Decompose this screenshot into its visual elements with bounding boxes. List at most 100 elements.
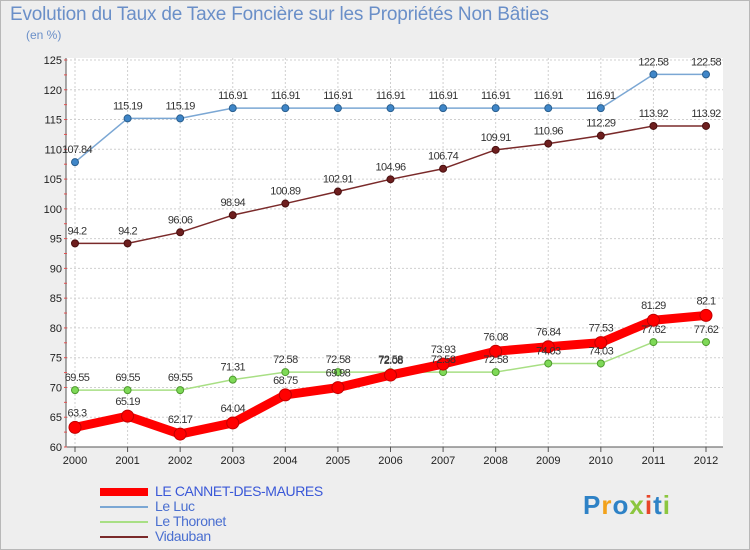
data-point-le-luc bbox=[649, 70, 658, 79]
data-label-le-luc: 115.19 bbox=[113, 100, 143, 112]
legend-swatch bbox=[100, 536, 148, 538]
data-point-vidauban bbox=[386, 175, 395, 184]
data-label-le-luc: 122.58 bbox=[638, 56, 669, 68]
chart-unit-label: (en %) bbox=[26, 28, 62, 42]
y-tick-label: 70 bbox=[50, 382, 62, 394]
data-label-le-thoronet: 74.03 bbox=[589, 345, 614, 357]
data-point-le-thoronet bbox=[702, 338, 710, 347]
legend-label: Vidauban bbox=[155, 528, 211, 544]
data-label-vidauban: 98.94 bbox=[220, 197, 245, 209]
data-label-le-luc: 107.84 bbox=[62, 144, 93, 156]
data-point-le-cannet-des-maures bbox=[541, 340, 555, 354]
data-label-le-cannet-des-maures: 62.17 bbox=[168, 414, 193, 426]
x-tick-label: 2011 bbox=[642, 455, 666, 467]
logo-letter: i bbox=[644, 490, 654, 520]
y-tick-label: 110 bbox=[44, 144, 62, 156]
data-point-le-luc bbox=[228, 104, 237, 113]
data-label-le-cannet-des-maures: 69.98 bbox=[326, 368, 351, 380]
data-label-le-luc: 115.19 bbox=[166, 100, 196, 112]
data-label-vidauban: 100.89 bbox=[270, 186, 301, 198]
x-tick-label: 2002 bbox=[168, 455, 192, 467]
logo-letter: r bbox=[601, 490, 613, 520]
data-point-le-thoronet bbox=[491, 368, 500, 377]
data-point-le-cannet-des-maures bbox=[489, 344, 503, 358]
data-point-vidauban bbox=[228, 211, 237, 220]
data-label-le-thoronet: 69.55 bbox=[65, 372, 90, 384]
data-label-le-thoronet: 71.31 bbox=[220, 362, 245, 374]
data-point-vidauban bbox=[491, 145, 500, 154]
data-label-le-thoronet: 72.58 bbox=[326, 354, 351, 366]
x-tick-label: 2000 bbox=[63, 455, 87, 467]
data-label-le-thoronet: 72.58 bbox=[431, 354, 456, 366]
data-point-vidauban bbox=[71, 239, 79, 248]
y-tick-label: 100 bbox=[44, 204, 62, 216]
data-label-le-thoronet: 72.58 bbox=[378, 354, 403, 366]
legend-swatch bbox=[100, 521, 148, 523]
data-label-le-thoronet: 69.55 bbox=[115, 372, 140, 384]
data-point-le-thoronet bbox=[649, 338, 658, 347]
data-point-le-luc bbox=[491, 104, 500, 113]
x-tick-label: 2001 bbox=[115, 455, 139, 467]
data-label-le-thoronet: 77.62 bbox=[694, 324, 719, 336]
y-tick-label: 95 bbox=[50, 234, 62, 246]
x-tick-label: 2004 bbox=[273, 455, 297, 467]
data-point-le-cannet-des-maures bbox=[278, 388, 292, 402]
data-label-le-cannet-des-maures: 77.53 bbox=[589, 323, 614, 335]
data-label-le-luc: 116.91 bbox=[534, 90, 564, 102]
data-point-le-cannet-des-maures bbox=[436, 357, 450, 371]
data-point-le-cannet-des-maures bbox=[594, 336, 608, 350]
data-point-le-thoronet bbox=[71, 386, 79, 395]
data-point-vidauban bbox=[176, 228, 185, 237]
data-label-le-thoronet: 77.62 bbox=[641, 324, 666, 336]
data-point-vidauban bbox=[281, 199, 290, 208]
data-label-vidauban: 102.91 bbox=[323, 174, 354, 186]
proxiti-logo: Proxiti bbox=[583, 490, 671, 521]
data-point-le-luc bbox=[596, 104, 605, 113]
data-point-le-thoronet bbox=[228, 375, 237, 384]
data-point-vidauban bbox=[596, 131, 605, 140]
data-point-le-cannet-des-maures bbox=[699, 308, 713, 322]
data-point-vidauban bbox=[439, 164, 448, 173]
data-point-le-luc bbox=[439, 104, 448, 113]
data-label-vidauban: 94.2 bbox=[67, 225, 86, 237]
axis-layer: 60 65 70 75 80 85 90 95 100 105 110 115 120 125 2000 20… bbox=[44, 55, 723, 467]
logo-letter: o bbox=[612, 490, 630, 520]
y-tick-label: 75 bbox=[50, 353, 62, 365]
data-point-le-luc bbox=[702, 70, 710, 79]
data-point-vidauban bbox=[544, 139, 553, 148]
y-tick-label: 125 bbox=[44, 55, 62, 67]
data-label-vidauban: 109.91 bbox=[481, 132, 512, 144]
data-label-le-cannet-des-maures: 81.29 bbox=[641, 300, 666, 312]
data-point-vidauban bbox=[123, 239, 132, 248]
data-point-le-thoronet bbox=[333, 368, 342, 377]
data-point-le-thoronet bbox=[281, 368, 290, 377]
data-label-le-thoronet: 74.03 bbox=[536, 345, 561, 357]
data-label-le-cannet-des-maures: 72.08 bbox=[378, 355, 403, 367]
data-point-vidauban bbox=[333, 187, 342, 196]
data-label-vidauban: 112.29 bbox=[586, 118, 616, 130]
logo-letter: i bbox=[662, 490, 671, 520]
x-tick-label: 2007 bbox=[431, 455, 455, 467]
x-tick-label: 2006 bbox=[378, 455, 402, 467]
data-label-le-cannet-des-maures: 63.3 bbox=[67, 407, 86, 419]
data-label-le-cannet-des-maures: 65.19 bbox=[115, 396, 140, 408]
data-label-vidauban: 110.96 bbox=[534, 126, 564, 138]
data-label-le-luc: 116.91 bbox=[428, 90, 458, 102]
data-point-le-luc bbox=[71, 158, 79, 167]
data-point-le-cannet-des-maures bbox=[331, 381, 345, 395]
data-point-le-cannet-des-maures bbox=[173, 427, 187, 441]
data-label-le-luc: 116.91 bbox=[586, 90, 616, 102]
series-layer bbox=[68, 70, 713, 441]
data-label-vidauban: 113.92 bbox=[691, 108, 721, 120]
data-label-le-cannet-des-maures: 82.1 bbox=[696, 295, 715, 307]
data-label-le-luc: 122.58 bbox=[691, 56, 722, 68]
data-point-le-luc bbox=[176, 114, 185, 123]
legend-swatch bbox=[100, 506, 148, 508]
chart-title: Evolution du Taux de Taxe Foncière sur l… bbox=[10, 4, 549, 25]
y-tick-label: 60 bbox=[50, 442, 62, 454]
y-tick-label: 85 bbox=[50, 293, 62, 305]
data-point-le-luc bbox=[281, 104, 290, 113]
data-point-le-cannet-des-maures bbox=[68, 420, 82, 434]
x-tick-label: 2012 bbox=[694, 455, 718, 467]
